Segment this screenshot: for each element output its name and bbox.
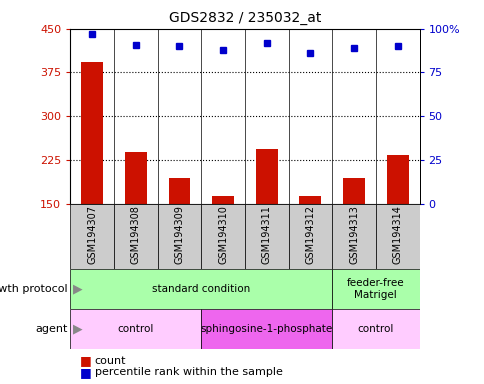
Text: ▶: ▶ [73,283,82,295]
Text: GSM194310: GSM194310 [218,205,227,264]
Bar [255,149,277,291]
Bar [157,204,201,269]
Bar [124,152,146,291]
Bar [114,204,157,269]
Text: control: control [117,324,153,334]
Bar [332,309,419,349]
Title: GDS2832 / 235032_at: GDS2832 / 235032_at [168,11,320,25]
Text: count: count [94,356,126,366]
Bar [288,204,332,269]
Bar [81,62,103,291]
Text: GSM194308: GSM194308 [131,205,140,264]
Bar [299,196,320,291]
Text: growth protocol: growth protocol [0,284,68,294]
Bar [201,309,332,349]
Bar [342,179,364,291]
Text: ▶: ▶ [73,323,82,336]
Bar [332,269,419,309]
Text: GSM194309: GSM194309 [174,205,184,264]
Text: GSM194307: GSM194307 [87,205,97,264]
Text: ■: ■ [80,366,91,379]
Text: ■: ■ [80,354,91,367]
Bar [386,155,408,291]
Bar [168,179,190,291]
Text: standard condition: standard condition [152,284,250,294]
Text: GSM194312: GSM194312 [305,205,315,264]
Bar [244,204,288,269]
Text: control: control [357,324,393,334]
Bar [201,204,244,269]
Text: sphingosine-1-phosphate: sphingosine-1-phosphate [200,324,332,334]
Bar [212,196,233,291]
Bar [70,204,114,269]
Text: GSM194314: GSM194314 [392,205,402,264]
Bar [70,309,201,349]
Text: agent: agent [35,324,68,334]
Bar [70,269,332,309]
Bar [332,204,375,269]
Bar [375,204,419,269]
Text: feeder-free
Matrigel: feeder-free Matrigel [347,278,404,300]
Text: percentile rank within the sample: percentile rank within the sample [94,367,282,377]
Text: GSM194311: GSM194311 [261,205,271,264]
Text: GSM194313: GSM194313 [348,205,358,264]
